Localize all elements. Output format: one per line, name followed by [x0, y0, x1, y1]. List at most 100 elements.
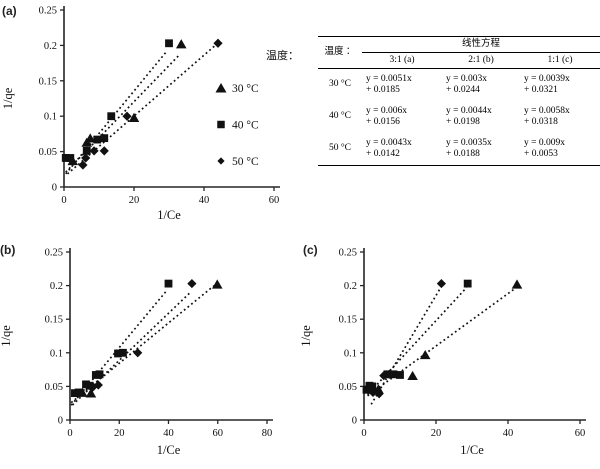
y-tick-label: 0.15 — [339, 315, 357, 326]
panel-c-label: (c) — [303, 243, 318, 257]
data-point-square — [95, 370, 104, 379]
x-tick-label: 60 — [269, 195, 280, 206]
equation-cell: y = 0.0039x + 0.0321 — [524, 73, 570, 95]
y-tick-label: 0 — [352, 416, 357, 427]
table-row: 50 °C y = 0.0043x + 0.0142 y = 0.0035x +… — [318, 133, 600, 166]
axes-lines — [69, 248, 273, 421]
y-tick-label: 0.15 — [39, 76, 57, 87]
table-row: 40 °C y = 0.006x + 0.0156 y = 0.0044x + … — [318, 101, 600, 133]
linear-equation-table: 温度 ： 线性方程 3:1 (a) 2:1 (b) 1:1 (c) 30 °C … — [318, 36, 600, 166]
trendline-30°C — [65, 54, 181, 173]
x-tick-label: 20 — [114, 428, 125, 439]
table-header-ratio-3-1: 3:1 (a) — [362, 52, 442, 69]
x-tick-label: 0 — [361, 428, 366, 439]
chart-c-plot: 0 20 40 60 0 0.05 0.1 0.15 0.2 0.25 1/Ce 1/qe — [300, 248, 586, 457]
x-tick-label: 40 — [163, 428, 174, 439]
y-tick-label: 0.25 — [45, 248, 63, 259]
trendline-30°C — [367, 287, 516, 397]
trendline-40°C — [65, 50, 168, 175]
y-tick-label: 0.15 — [45, 315, 63, 326]
figure-caption: 温度： — [266, 50, 299, 62]
y-tick-label: 0.2 — [44, 41, 57, 52]
data-point-diamond — [81, 153, 91, 163]
temp-cell: 30 °C — [328, 79, 351, 90]
x-axis-title: 1/Ce — [157, 208, 181, 222]
table-row: 30 °C y = 0.0051x + 0.0185 y = 0.003x + … — [318, 69, 600, 102]
data-point-diamond — [89, 146, 99, 156]
equation-cell: y = 0.0044x + 0.0198 — [446, 105, 492, 127]
x-tick-label: 0 — [67, 428, 72, 439]
legend-label: 50 °C — [232, 156, 259, 168]
data-point-diamond — [374, 389, 384, 399]
legend-triangle-icon — [215, 82, 227, 93]
y-axis-title: 1/qe — [300, 325, 313, 347]
data-point-diamond — [133, 348, 143, 358]
chart-b-plot: 0 20 40 60 80 0 0.05 0.1 0.15 0.2 0.25 1/Ce 1/qe — [0, 248, 273, 457]
x-axis-title: 1/Ce — [157, 443, 181, 457]
x-axis-title: 1/Ce — [460, 443, 484, 457]
data-point-diamond — [213, 38, 223, 48]
data-point-square — [74, 388, 83, 397]
data-point-square — [396, 371, 404, 379]
data-point-diamond — [78, 160, 88, 170]
data-point-square — [107, 112, 116, 121]
x-tick-label: 20 — [129, 195, 140, 206]
equation-cell: y = 0.0035x + 0.0188 — [442, 133, 520, 166]
legend-label: 40 °C — [232, 120, 259, 132]
table-header-ratio-2-1: 2:1 (b) — [442, 52, 520, 69]
data-point-diamond — [122, 111, 132, 121]
equation-cell: y = 0.0043x + 0.0142 — [362, 133, 442, 166]
y-tick-label: 0.05 — [45, 382, 63, 393]
y-tick-label: 0.05 — [39, 147, 57, 158]
data-point-triangle — [407, 370, 418, 381]
x-tick-label: 60 — [213, 428, 224, 439]
x-tick-label: 20 — [431, 428, 442, 439]
data-point-triangle — [85, 388, 97, 398]
y-tick-label: 0.25 — [339, 248, 357, 259]
data-point-square — [164, 279, 173, 288]
temp-cell: 40 °C — [328, 111, 351, 122]
y-tick-label: 0.1 — [344, 348, 357, 359]
y-axis-title: 1/qe — [0, 325, 13, 347]
data-point-square — [66, 154, 75, 162]
equation-cell: y = 0.0058x + 0.0318 — [524, 105, 570, 127]
y-tick-label: 0.2 — [50, 281, 63, 292]
table-header-temperature: 温度 ： — [318, 36, 362, 69]
legend-label: 30 °C — [232, 83, 259, 95]
data-point-triangle — [175, 39, 187, 49]
data-point-triangle — [419, 349, 431, 360]
trendline-50°C — [71, 292, 191, 406]
equation-cell: y = 0.009x + 0.0053 — [520, 133, 600, 166]
y-tick-label: 0.1 — [50, 348, 63, 359]
data-point-diamond — [368, 387, 378, 398]
y-tick-label: 0 — [58, 416, 63, 427]
table-header-linear-equation: 线性方程 — [362, 36, 600, 53]
data-point-diamond — [99, 146, 109, 156]
panel-a-label: (a) — [2, 4, 17, 18]
equation-cell: y = 0.006x + 0.0156 — [366, 105, 407, 127]
legend-square-icon — [217, 120, 225, 129]
axes-lines — [363, 248, 586, 421]
y-tick-label: 0.25 — [39, 6, 57, 17]
chart-panel-b: (b) 0 20 40 60 80 0 0.05 0.1 0.15 0.2 0.25 1/Ce 1/qe — [0, 240, 300, 469]
y-tick-label: 0.05 — [339, 382, 357, 393]
x-tick-label: 80 — [262, 428, 273, 439]
data-point-triangle — [211, 279, 223, 289]
chart-panel-a: (a) 0 20 40 60 0 0.05 0.1 0.15 0.2 0.25 1/Ce 1/qe 30… — [0, 0, 296, 236]
data-point-triangle — [84, 133, 96, 143]
data-point-diamond — [187, 278, 197, 289]
data-point-diamond — [436, 278, 446, 289]
data-point-square — [119, 348, 127, 357]
data-point-square — [463, 279, 472, 288]
data-point-square — [100, 134, 109, 143]
equation-cell: y = 0.0051x + 0.0185 — [366, 73, 412, 95]
y-axis-title: 1/qe — [1, 87, 15, 109]
y-tick-label: 0.1 — [44, 112, 57, 123]
x-tick-label: 60 — [575, 428, 586, 439]
chart-panel-c: (c) 0 20 40 60 0 0.05 0.1 0.15 0.2 0.25 1/Ce 1/qe — [300, 240, 600, 469]
table-header-ratio-1-1: 1:1 (c) — [520, 52, 600, 69]
panel-b-label: (b) — [0, 243, 16, 257]
data-point-square — [82, 146, 91, 155]
legend-diamond-icon — [217, 157, 225, 165]
